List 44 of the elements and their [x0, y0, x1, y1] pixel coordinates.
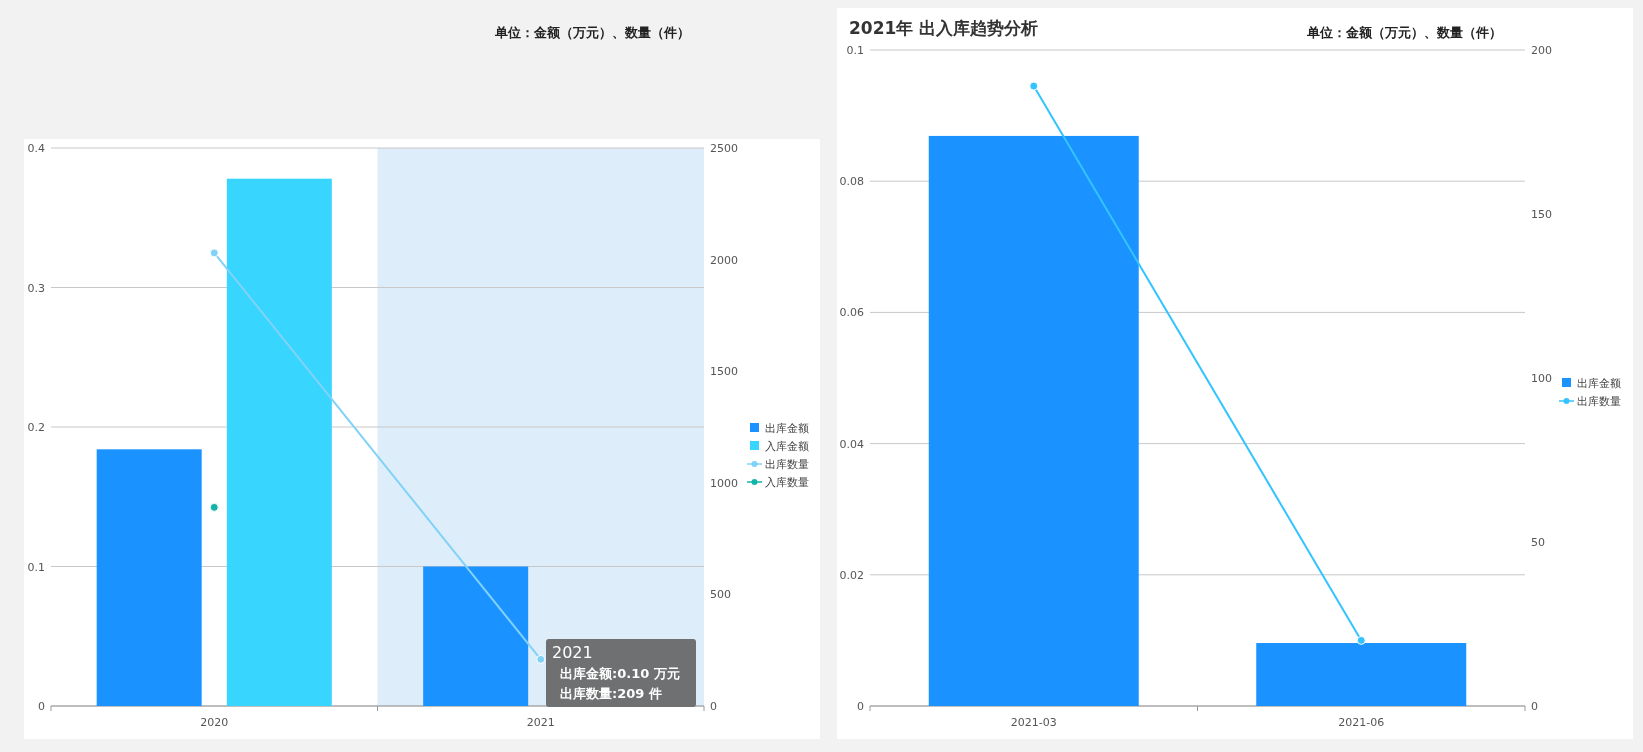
point — [536, 654, 546, 664]
bar — [423, 566, 529, 706]
legend-label: 出库数量 — [765, 458, 809, 471]
annotation: 出库数量:209 件 — [560, 686, 662, 701]
y2-tick-label: 500 — [710, 588, 731, 602]
y-tick-label: 0 — [857, 700, 864, 713]
y2-tick-label: 1500 — [710, 365, 738, 379]
legend-label: 出库金额 — [1577, 377, 1621, 390]
y-tick-label: 0 — [38, 700, 45, 713]
legend-label: 出库数量 — [1577, 395, 1621, 408]
y2-tick-label: 2500 — [710, 142, 738, 155]
y-tick-label: 0.04 — [839, 437, 864, 451]
text: 单位：金额（万元）、数量（件） — [493, 25, 690, 40]
y-tick-label: 0.02 — [839, 568, 864, 582]
y-tick-label: 0.3 — [27, 281, 45, 295]
annotation: 2021 — [552, 643, 593, 662]
legend-label: 入库数量 — [765, 476, 809, 489]
point — [209, 248, 219, 258]
x-tick-label: 2021 — [526, 716, 555, 729]
y2-tick-label: 150 — [1531, 208, 1552, 221]
x-tick-label: 2021-03 — [1010, 716, 1057, 729]
y2-tick-label: 0 — [710, 700, 717, 713]
y2-tick-label: 1000 — [710, 476, 738, 490]
y-tick-label: 0.1 — [846, 44, 864, 57]
annotation: 出库金额:0.10 万元 — [560, 666, 680, 681]
text: 单位：金额（万元）、数量（件） — [1305, 25, 1502, 40]
y2-tick-label: 50 — [1531, 536, 1545, 549]
y-tick-label: 0.4 — [27, 142, 45, 155]
y2-tick-label: 2000 — [710, 253, 738, 267]
point — [209, 502, 219, 512]
bar — [96, 449, 202, 706]
y2-tick-label: 100 — [1531, 372, 1552, 385]
legend-label: 入库金额 — [765, 440, 809, 453]
x-tick-label: 2021-06 — [1338, 716, 1385, 729]
chart-title: 2021年 出入库趋势分析 — [849, 18, 1039, 38]
y2-tick-label: 0 — [1531, 700, 1538, 713]
y-tick-label: 0.08 — [839, 175, 864, 189]
bar — [226, 178, 332, 706]
y-tick-label: 0.2 — [27, 421, 45, 434]
legend-label: 出库金额 — [765, 422, 809, 435]
y-tick-label: 0.06 — [839, 306, 864, 320]
x-tick-label: 2020 — [200, 716, 229, 729]
y-tick-label: 0.1 — [27, 560, 45, 574]
y2-tick-label: 200 — [1531, 44, 1552, 57]
